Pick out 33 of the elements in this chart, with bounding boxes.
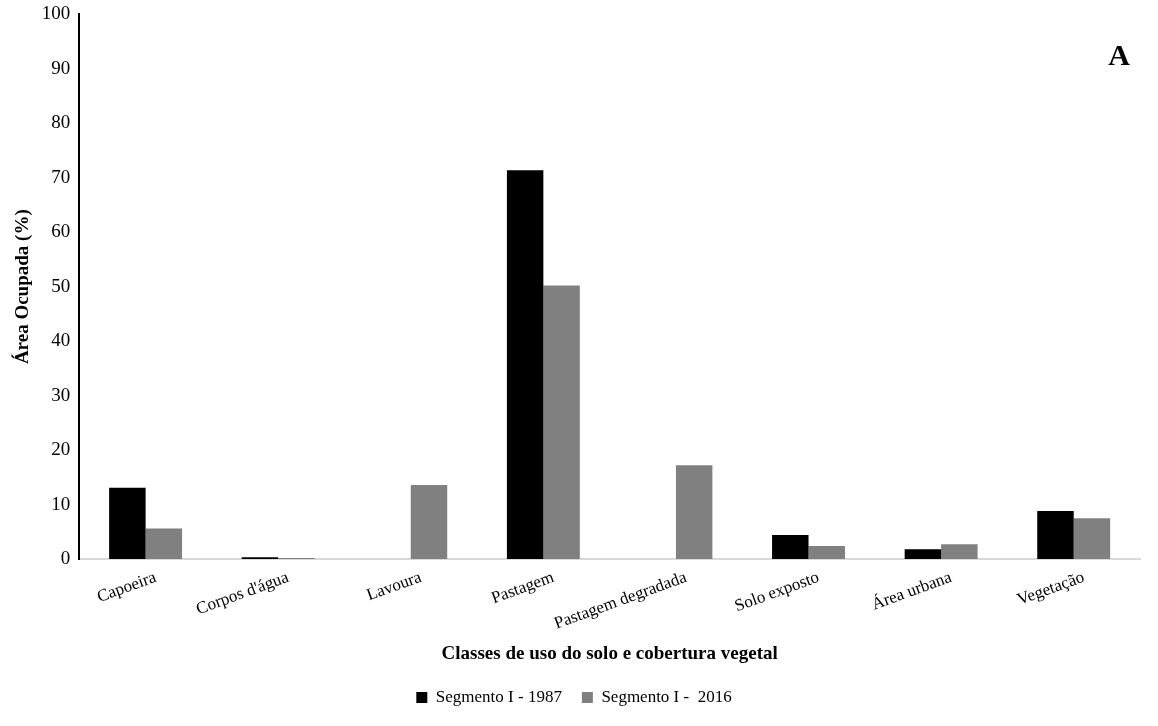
bar	[543, 285, 580, 559]
y-tick-label: 40	[51, 329, 71, 351]
legend-label: Segmento I - 1987	[435, 686, 563, 706]
y-tick-label: 70	[51, 165, 71, 187]
y-axis-title: Área Ocupada (%)	[11, 209, 34, 365]
y-tick-label: 0	[60, 546, 71, 568]
y-tick-label: 60	[51, 220, 71, 242]
bar	[941, 544, 978, 559]
x-tick-label: Lavoura	[363, 566, 425, 605]
annotation: A	[1108, 38, 1131, 72]
bar	[1037, 511, 1074, 559]
x-tick-label: Capoeira	[94, 566, 159, 606]
bar	[772, 535, 809, 559]
bar	[1073, 518, 1111, 559]
y-tick-label: 20	[51, 438, 71, 460]
bar	[145, 528, 183, 559]
x-tick-label: Área urbana	[869, 566, 955, 614]
y-tick-label: 30	[51, 383, 71, 405]
y-tick-label: 100	[41, 2, 71, 24]
y-tick-label: 10	[51, 492, 71, 514]
x-axis-title: Classes de uso do solo e cobertura vegetal	[441, 641, 778, 663]
legend-label: Segmento I - 2016	[601, 686, 732, 706]
x-tick-label: Solo exposto	[731, 567, 822, 616]
x-tick-label: Corpos d'água	[193, 566, 292, 619]
bar	[675, 465, 713, 559]
bar	[506, 170, 544, 559]
bar	[808, 545, 845, 559]
y-tick-label: 80	[51, 111, 71, 133]
y-tick-label: 90	[51, 56, 71, 78]
y-tick-label: 50	[51, 274, 71, 296]
bar	[410, 484, 448, 559]
bar	[904, 549, 942, 559]
bar	[109, 487, 146, 559]
